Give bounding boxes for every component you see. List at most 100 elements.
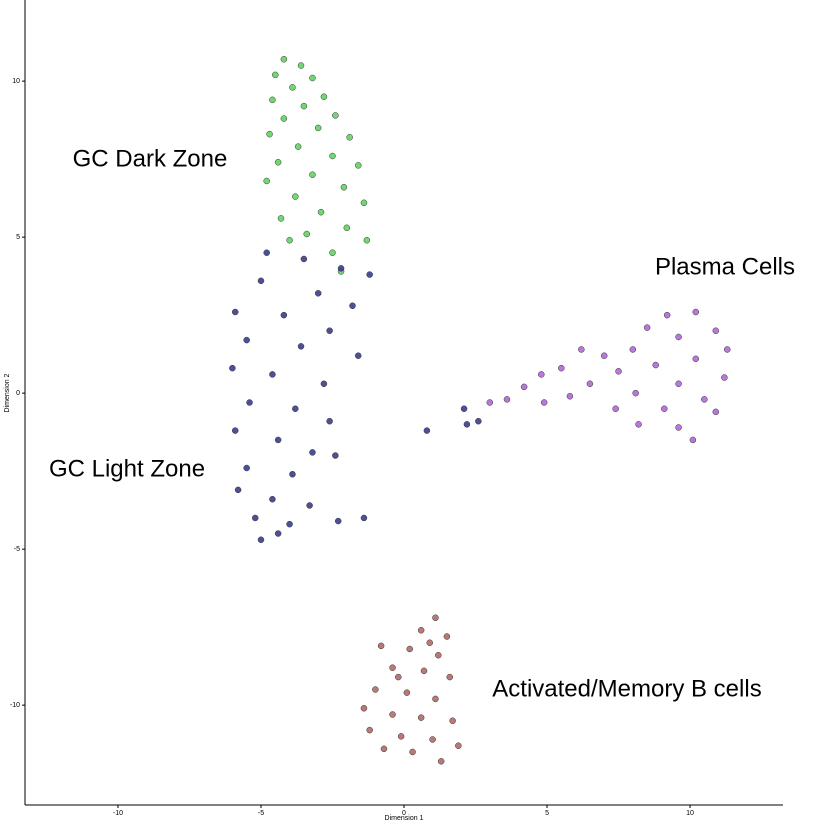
point — [397, 733, 405, 740]
point — [231, 427, 239, 434]
point — [615, 368, 622, 375]
point — [346, 134, 353, 141]
point — [432, 695, 439, 703]
point — [403, 689, 411, 696]
point — [675, 424, 682, 431]
point — [300, 255, 308, 263]
point — [289, 84, 296, 91]
point — [449, 717, 456, 725]
point — [269, 371, 276, 378]
point — [426, 639, 433, 647]
point — [435, 651, 442, 659]
cluster-label: Activated/Memory B cells — [492, 675, 761, 702]
y-tick-label: 0 — [16, 390, 20, 397]
cluster-label: GC Light Zone — [49, 455, 205, 482]
y-tick-label: -5 — [14, 546, 20, 553]
point — [280, 311, 288, 319]
x-tick-label: -10 — [113, 810, 123, 817]
point — [243, 464, 250, 472]
point — [363, 237, 371, 244]
cluster-label: Plasma Cells — [655, 253, 795, 280]
point — [266, 130, 273, 138]
point — [306, 502, 313, 509]
point — [292, 405, 299, 412]
point — [432, 614, 439, 622]
point — [229, 364, 236, 372]
point — [366, 726, 373, 734]
y-axis-title: Dimension 2 — [4, 373, 11, 412]
point — [417, 714, 425, 721]
point — [286, 237, 293, 244]
point — [300, 102, 308, 110]
point — [354, 352, 362, 359]
point — [423, 427, 431, 434]
point — [689, 436, 697, 444]
point — [578, 346, 585, 353]
x-tick-label: -5 — [258, 810, 264, 817]
point — [303, 230, 310, 238]
point — [269, 96, 276, 104]
point — [274, 530, 282, 537]
point — [231, 308, 239, 316]
point — [360, 705, 368, 712]
point — [314, 290, 322, 297]
point — [332, 112, 339, 119]
point — [257, 277, 265, 285]
point — [280, 115, 288, 122]
point — [417, 627, 425, 634]
point — [274, 158, 282, 166]
point — [372, 686, 379, 693]
point — [429, 736, 436, 743]
point — [320, 380, 328, 388]
point — [600, 352, 608, 359]
point — [269, 495, 276, 503]
point — [395, 673, 402, 681]
point — [329, 152, 336, 160]
point — [460, 405, 468, 412]
point — [632, 389, 639, 397]
cluster-label: GC Dark Zone — [73, 145, 228, 172]
point — [334, 517, 342, 525]
point — [409, 748, 416, 756]
point — [463, 421, 471, 428]
x-tick-label: 10 — [686, 810, 694, 817]
point — [389, 664, 396, 671]
point — [263, 177, 270, 185]
point — [272, 71, 279, 79]
point — [701, 396, 708, 403]
point — [292, 193, 299, 200]
point — [380, 745, 388, 753]
point — [635, 421, 642, 428]
point — [326, 327, 333, 334]
point — [289, 471, 296, 478]
point — [297, 343, 305, 350]
point — [326, 417, 333, 425]
point — [297, 62, 305, 69]
point — [612, 405, 619, 412]
point — [520, 383, 528, 391]
point — [437, 758, 445, 765]
point — [643, 324, 651, 331]
point — [366, 271, 373, 278]
point — [558, 364, 565, 372]
x-axis-title: Dimension 1 — [385, 815, 424, 822]
point — [294, 143, 302, 150]
point — [661, 405, 668, 412]
point — [566, 393, 574, 400]
point — [320, 93, 328, 100]
point — [274, 436, 282, 444]
point — [360, 199, 368, 207]
point — [314, 124, 322, 132]
point — [475, 417, 482, 425]
point — [503, 396, 511, 403]
point — [692, 308, 700, 316]
point — [243, 336, 250, 344]
point — [675, 380, 682, 388]
point — [234, 486, 242, 494]
point — [663, 311, 671, 319]
point — [540, 399, 548, 406]
point — [586, 380, 594, 388]
point — [360, 514, 368, 522]
point — [246, 399, 253, 406]
